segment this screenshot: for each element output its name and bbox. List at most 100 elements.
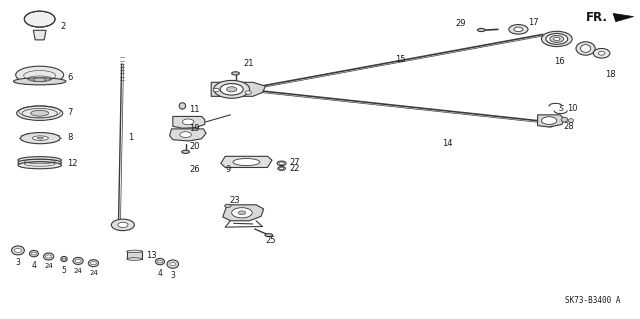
Circle shape (90, 262, 97, 265)
Circle shape (227, 87, 237, 92)
Text: 22: 22 (289, 164, 300, 173)
Ellipse shape (568, 119, 573, 122)
Ellipse shape (580, 45, 591, 52)
Ellipse shape (278, 167, 285, 170)
Ellipse shape (550, 35, 564, 42)
Circle shape (279, 162, 284, 165)
Ellipse shape (514, 27, 523, 32)
Text: 19: 19 (189, 124, 200, 133)
Ellipse shape (127, 250, 142, 253)
Circle shape (213, 88, 220, 92)
Ellipse shape (232, 72, 239, 75)
Ellipse shape (546, 33, 568, 44)
Text: 29: 29 (456, 19, 466, 28)
Text: 17: 17 (528, 19, 539, 27)
Polygon shape (223, 205, 264, 221)
Ellipse shape (33, 78, 46, 82)
Ellipse shape (509, 25, 528, 34)
Circle shape (62, 258, 66, 260)
Text: 6: 6 (67, 73, 72, 82)
Ellipse shape (167, 260, 179, 268)
Circle shape (214, 80, 250, 98)
Text: 4: 4 (157, 269, 163, 278)
Text: 11: 11 (189, 105, 200, 114)
Circle shape (541, 117, 557, 124)
Text: 25: 25 (266, 236, 276, 245)
Polygon shape (170, 129, 206, 141)
Ellipse shape (18, 162, 61, 169)
Ellipse shape (156, 258, 164, 265)
Text: 3: 3 (170, 271, 175, 280)
Circle shape (170, 263, 176, 266)
Ellipse shape (265, 234, 273, 237)
Text: 3: 3 (15, 258, 20, 267)
Ellipse shape (547, 123, 554, 127)
Circle shape (238, 211, 246, 215)
Ellipse shape (554, 37, 560, 41)
Circle shape (232, 208, 252, 218)
Text: 1: 1 (128, 133, 133, 142)
Text: FR.: FR. (586, 11, 607, 24)
Circle shape (220, 84, 243, 95)
Text: 14: 14 (442, 139, 452, 148)
Circle shape (75, 259, 81, 263)
Text: 24: 24 (44, 263, 53, 270)
Ellipse shape (541, 31, 572, 47)
Text: 21: 21 (243, 59, 253, 68)
Text: 18: 18 (605, 70, 616, 78)
Text: 5: 5 (61, 266, 67, 275)
Polygon shape (221, 156, 272, 167)
Circle shape (182, 119, 194, 125)
Ellipse shape (44, 253, 54, 260)
Polygon shape (538, 115, 564, 127)
Circle shape (280, 167, 284, 169)
Text: 20: 20 (189, 142, 200, 151)
Polygon shape (127, 251, 142, 259)
Text: 8: 8 (67, 133, 72, 142)
Ellipse shape (31, 110, 49, 116)
Ellipse shape (61, 256, 67, 262)
Circle shape (245, 91, 252, 94)
Ellipse shape (593, 48, 610, 58)
Ellipse shape (277, 161, 286, 166)
Ellipse shape (225, 204, 231, 207)
Ellipse shape (12, 246, 24, 255)
Circle shape (118, 222, 128, 227)
Text: s: s (559, 103, 564, 113)
Text: 13: 13 (146, 251, 157, 260)
Ellipse shape (24, 11, 55, 27)
Text: SK73-B3400 A: SK73-B3400 A (565, 296, 621, 305)
Ellipse shape (15, 66, 64, 84)
Text: 28: 28 (563, 122, 574, 131)
Ellipse shape (29, 250, 38, 257)
Ellipse shape (179, 103, 186, 109)
Text: 7: 7 (67, 108, 72, 117)
Ellipse shape (18, 159, 61, 166)
Ellipse shape (13, 78, 66, 85)
Ellipse shape (18, 157, 61, 164)
Text: 16: 16 (554, 57, 564, 66)
Text: 27: 27 (289, 158, 300, 167)
Ellipse shape (32, 136, 49, 140)
Ellipse shape (20, 133, 60, 144)
Text: 9: 9 (226, 165, 231, 174)
Text: 26: 26 (189, 165, 200, 174)
Text: 10: 10 (567, 104, 577, 113)
Text: 12: 12 (67, 159, 77, 168)
Circle shape (180, 132, 191, 137)
Polygon shape (33, 30, 46, 40)
Ellipse shape (477, 28, 485, 32)
Ellipse shape (17, 106, 63, 121)
Polygon shape (173, 116, 205, 128)
Ellipse shape (561, 117, 568, 122)
Circle shape (157, 260, 163, 263)
Polygon shape (211, 82, 266, 96)
Text: 23: 23 (229, 196, 240, 205)
Circle shape (31, 252, 36, 255)
Ellipse shape (576, 42, 595, 55)
Ellipse shape (127, 258, 142, 260)
Text: 24: 24 (74, 268, 83, 274)
Ellipse shape (88, 260, 99, 267)
Text: 2: 2 (61, 22, 66, 31)
Text: 4: 4 (31, 261, 36, 270)
